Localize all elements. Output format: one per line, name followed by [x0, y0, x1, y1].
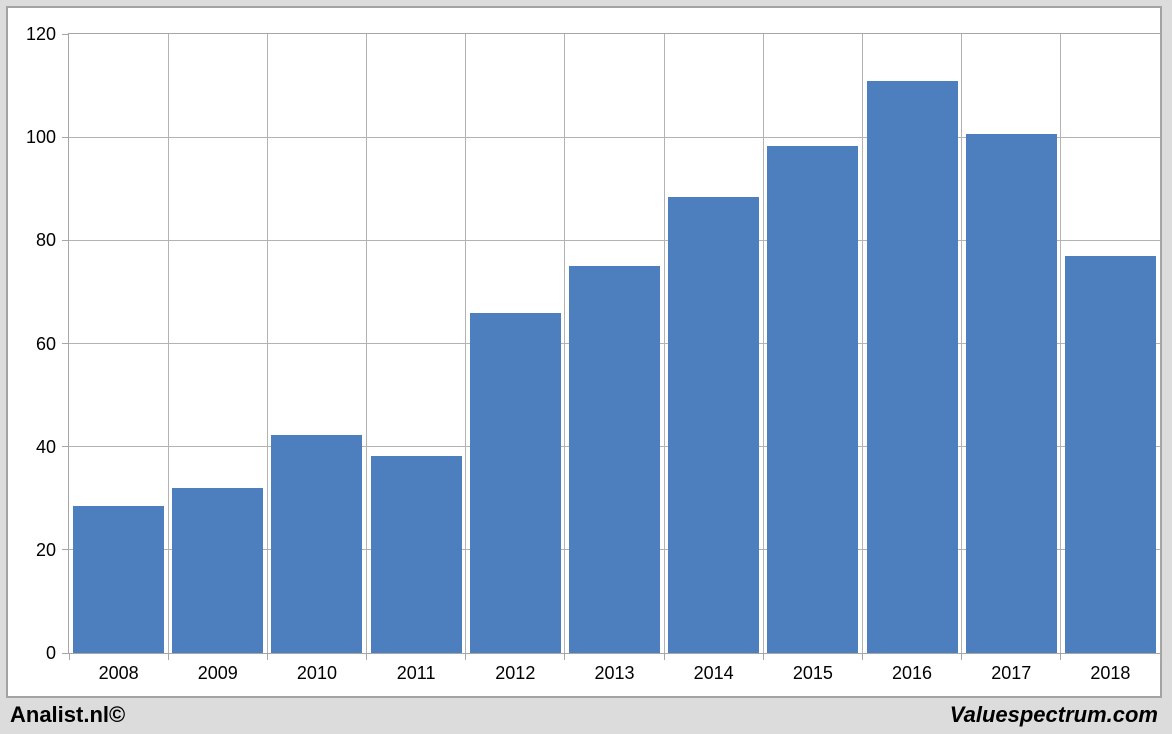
x-axis-tick: [961, 654, 963, 660]
x-axis-label: 2018: [1090, 663, 1131, 683]
vertical-gridline: [266, 34, 268, 653]
x-axis-tick: [861, 654, 863, 660]
y-axis-label: 0: [45, 643, 56, 663]
x-axis-label: 2009: [197, 663, 238, 683]
bar-2012: [469, 312, 561, 653]
x-axis-tick: [1060, 654, 1062, 660]
bar-2008: [73, 506, 165, 653]
y-axis-label: 100: [25, 127, 56, 148]
vertical-gridline: [366, 34, 368, 653]
vertical-gridline: [564, 34, 566, 653]
x-axis-tick: [762, 654, 764, 660]
bar-2011: [370, 455, 462, 653]
x-axis-label: 2012: [495, 663, 536, 683]
bar-2016: [866, 81, 958, 653]
y-axis-tick: [62, 549, 68, 551]
y-axis-label: 20: [35, 539, 56, 560]
horizontal-gridline: [69, 239, 1160, 241]
bar-2014: [668, 196, 760, 653]
horizontal-gridline: [69, 136, 1160, 138]
x-axis-label: 2010: [296, 663, 337, 683]
y-axis-tick: [62, 33, 68, 35]
bar-2015: [767, 146, 859, 653]
vertical-gridline: [1060, 34, 1062, 653]
footer-brand-valuespectrum: Valuespectrum.com: [949, 702, 1158, 727]
x-axis-tick: [663, 654, 665, 660]
x-axis-label: 2013: [594, 663, 635, 683]
y-axis-tick: [62, 446, 68, 448]
y-axis-label: 60: [35, 333, 56, 354]
y-axis-label: 80: [35, 230, 56, 251]
bar-2018: [1064, 255, 1156, 653]
x-axis-tick: [1159, 654, 1161, 660]
x-axis-tick: [68, 654, 70, 660]
x-axis-label: 2014: [693, 663, 734, 683]
y-axis-label: 40: [35, 436, 56, 457]
y-axis-tick: [62, 136, 68, 138]
x-axis-label: 2016: [892, 663, 933, 683]
chart-window: 0 20 40 60 80 100 120 2008 2009 2010 2011 2012 2013 2…: [6, 6, 1162, 698]
vertical-gridline: [961, 34, 963, 653]
vertical-gridline: [861, 34, 863, 653]
y-axis-tick: [62, 343, 68, 344]
x-axis-label: 2011: [396, 663, 436, 683]
vertical-gridline: [465, 34, 467, 653]
bar-2013: [569, 266, 660, 653]
bar-2017: [965, 134, 1057, 653]
x-axis-label: 2017: [991, 663, 1032, 683]
vertical-gridline: [762, 34, 764, 653]
x-axis-tick: [167, 654, 169, 660]
vertical-gridline: [663, 34, 665, 653]
x-axis-tick: [465, 654, 467, 660]
bar-2009: [172, 487, 264, 653]
footer-brand-analist: Analist.nl©: [10, 702, 126, 727]
x-axis-tick: [366, 654, 368, 660]
bar-2010: [271, 434, 363, 653]
y-axis-tick: [62, 239, 68, 241]
x-axis-label: 2008: [98, 663, 139, 683]
plot-area: 0 20 40 60 80 100 120 2008 2009 2010 2011 2012 2013 2…: [26, 24, 1161, 683]
x-axis-label: 2015: [792, 663, 833, 683]
x-axis-tick: [266, 654, 268, 660]
y-axis-label: 120: [25, 24, 56, 44]
vertical-gridline: [167, 34, 169, 653]
y-axis-tick: [62, 652, 68, 654]
x-axis-tick: [564, 654, 566, 660]
